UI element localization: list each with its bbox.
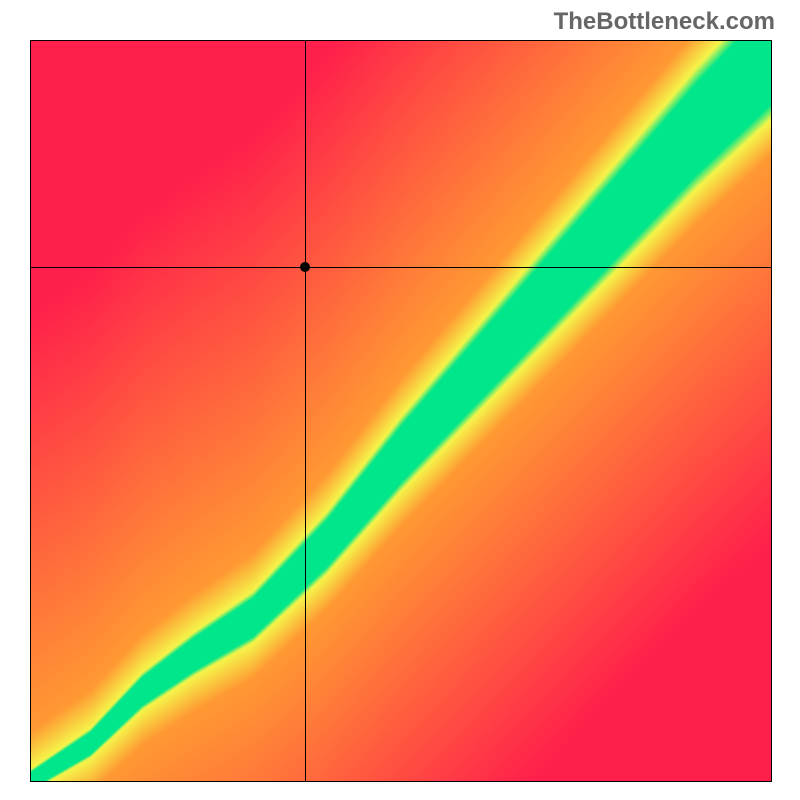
chart-container: TheBottleneck.com [0,0,800,800]
watermark-text: TheBottleneck.com [554,8,775,36]
crosshair-horizontal [31,267,771,268]
heatmap-chart [30,40,772,782]
crosshair-vertical [305,41,306,781]
heatmap-canvas [31,41,771,781]
data-point [300,262,310,272]
